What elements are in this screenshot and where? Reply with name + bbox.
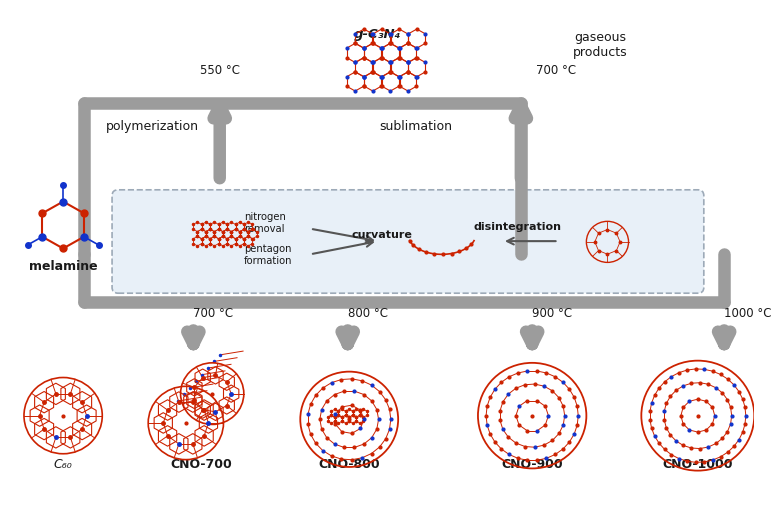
Text: curvature: curvature (351, 230, 412, 239)
Text: 700 °C: 700 °C (193, 308, 234, 320)
Text: 900 °C: 900 °C (532, 308, 573, 320)
Text: 1000 °C: 1000 °C (724, 308, 772, 320)
Text: 700 °C: 700 °C (536, 64, 576, 77)
Text: C₆₀: C₆₀ (54, 458, 72, 471)
Text: CNO-1000: CNO-1000 (663, 458, 733, 471)
Text: pentagon
formation: pentagon formation (244, 244, 292, 266)
Text: 800 °C: 800 °C (347, 308, 388, 320)
Text: CNO-700: CNO-700 (170, 458, 232, 471)
Text: CNO-800: CNO-800 (319, 458, 380, 471)
Text: gaseous
products: gaseous products (573, 31, 627, 59)
Text: polymerization: polymerization (105, 120, 199, 133)
Text: sublimation: sublimation (379, 120, 452, 133)
Text: melamine: melamine (29, 260, 97, 273)
Text: disintegration: disintegration (473, 222, 561, 232)
Text: nitrogen
removal: nitrogen removal (244, 212, 286, 234)
FancyBboxPatch shape (112, 190, 703, 293)
Text: g-C₃N₄: g-C₃N₄ (354, 28, 401, 41)
Text: 550 °C: 550 °C (199, 64, 240, 77)
Text: CNO-900: CNO-900 (502, 458, 563, 471)
